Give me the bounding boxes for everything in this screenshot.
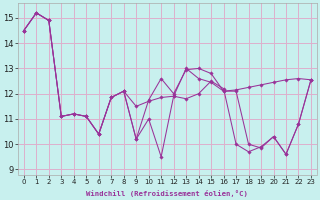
X-axis label: Windchill (Refroidissement éolien,°C): Windchill (Refroidissement éolien,°C)	[86, 190, 248, 197]
